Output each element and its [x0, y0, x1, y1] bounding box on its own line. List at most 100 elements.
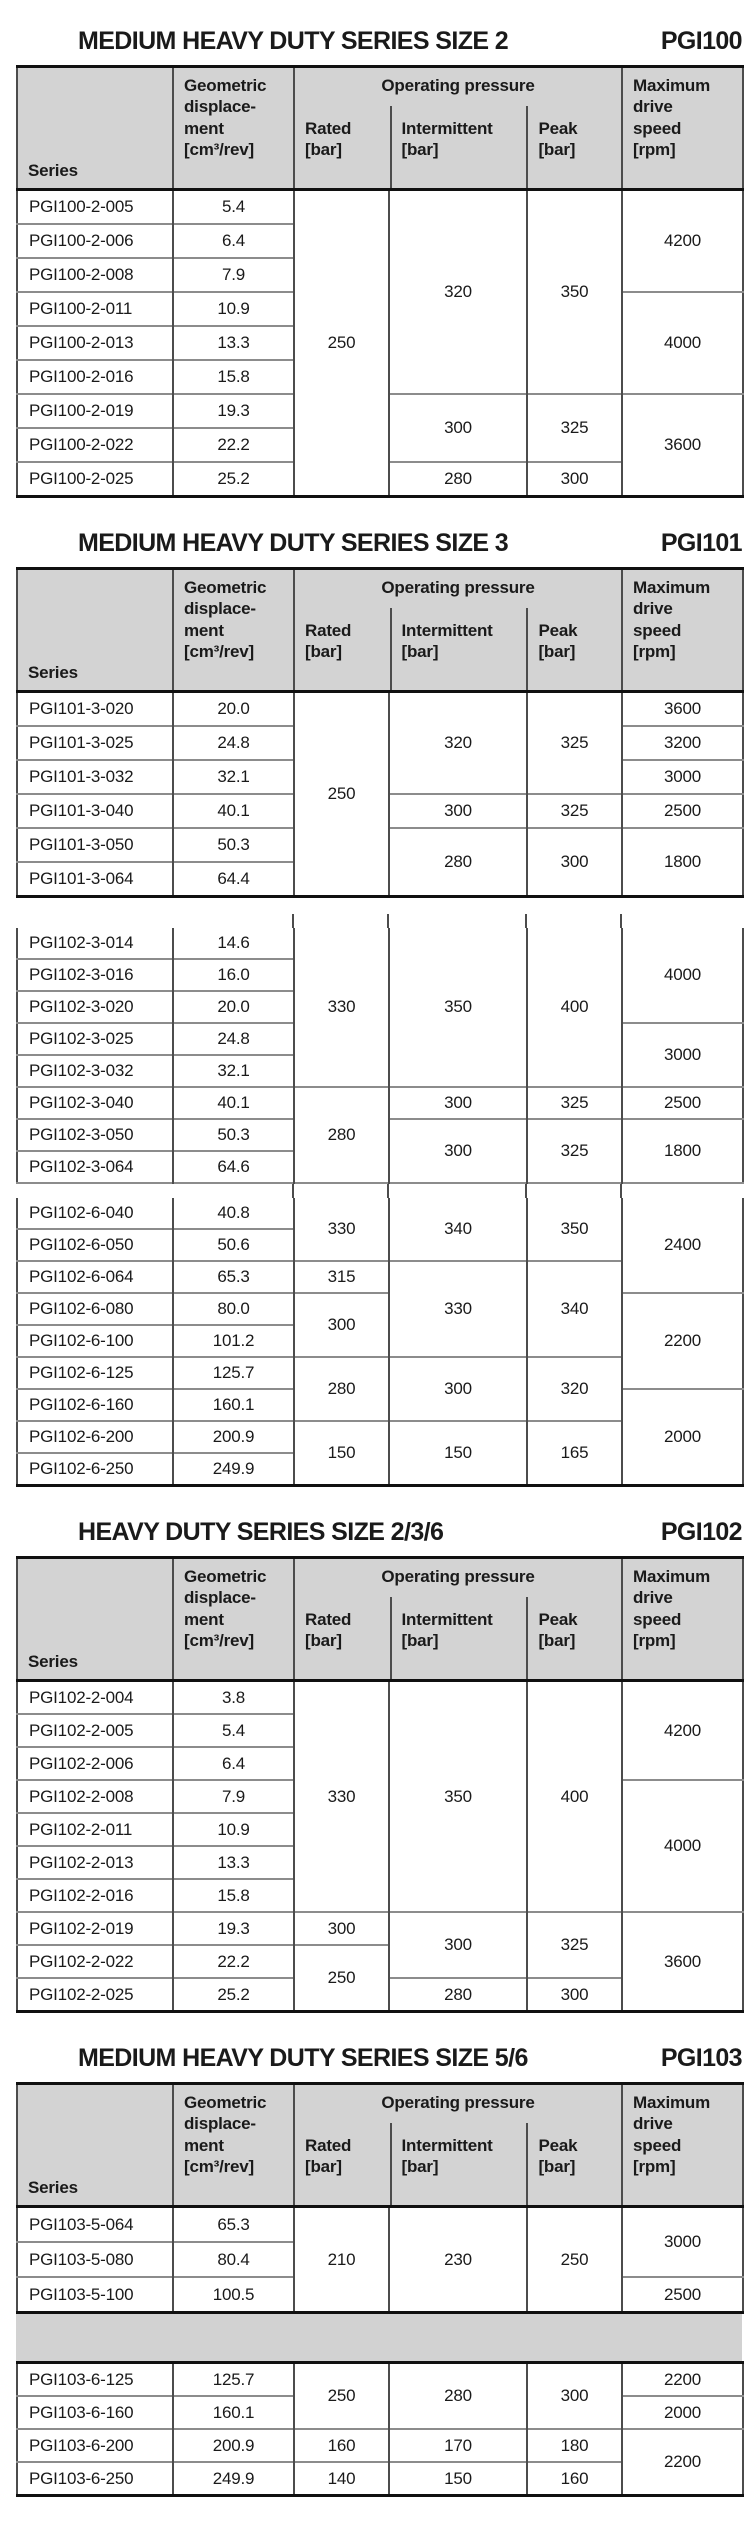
- table-row: PGI102-6-200 200.9 150 150 165: [17, 1420, 743, 1486]
- value-cell: 2200: [621, 1292, 743, 1389]
- section-title: MEDIUM HEAVY DUTY SERIES SIZE 3: [78, 529, 509, 557]
- table-row: PGI102-3-025 24.8 3000: [17, 1022, 743, 1087]
- table-row: PGI102-2-019 19.3 300 300 325 3600: [17, 1911, 743, 2012]
- gap-cell: [387, 914, 526, 928]
- operating-pressure-label: Operating pressure: [381, 578, 535, 597]
- value-cell: 320: [388, 189, 527, 394]
- series-cell: PGI102-2-016: [17, 1878, 173, 1912]
- series-code: PGI102: [660, 1518, 743, 1546]
- value-cell: 300: [526, 461, 622, 497]
- table-header-row: Series Geometric displace- ment [cm³/rev]…: [17, 1557, 743, 1682]
- spec-table-pgi101: Series Geometric displace- ment [cm³/rev]…: [16, 567, 744, 898]
- col-header-operating-pressure: Operating pressure Rated [bar] Intermitten…: [293, 568, 622, 693]
- value-cell: 100.5: [172, 2276, 294, 2313]
- value-cell: 325: [526, 1086, 622, 1119]
- table-header: Series Geometric displace- ment [cm³/rev]…: [17, 1557, 743, 1682]
- series-code: PGI103: [660, 2044, 743, 2072]
- series-cell: PGI103-6-125: [29, 2369, 134, 2389]
- series-cell: PGI100-2-016: [17, 359, 173, 394]
- series-cell: PGI103-5-064: [29, 2214, 134, 2234]
- series-cell: PGI100-2-008: [17, 257, 173, 292]
- table-row: PGI100-2-019 19.3 300 325 3600: [17, 393, 743, 497]
- value-cell: 300: [388, 393, 527, 462]
- series-header-label: Series: [28, 2177, 78, 2197]
- value-cell: 7.9: [172, 1779, 294, 1813]
- series-cell: PGI102-2-006: [17, 1746, 173, 1780]
- series-cell: PGI100-2-006: [17, 223, 173, 258]
- series-cell: PGI102-6-160: [17, 1388, 173, 1421]
- gap-cell: [525, 914, 621, 928]
- value-cell: 325: [526, 1118, 622, 1183]
- value-cell: 320: [388, 691, 527, 794]
- col-header-operating-pressure: Operating pressure Rated [bar] Intermitten…: [293, 1557, 622, 1682]
- value-cell: 13.3: [172, 1845, 294, 1879]
- table-header-row: Series Geometric displace- ment [cm³/rev]…: [17, 2083, 743, 2208]
- spec-table-pgi100: Series Geometric displace- ment [cm³/rev]…: [16, 65, 744, 498]
- table-row: PGI100-2-006 6.4: [17, 223, 743, 258]
- table-row: PGI101-3-032 32.1 3000: [17, 759, 743, 794]
- value-cell: 64.6: [172, 1150, 294, 1183]
- col-header-max-drive-speed: Maximum drive speed [rpm]: [621, 568, 743, 693]
- series-cell: PGI102-6-200: [17, 1420, 173, 1453]
- series-cell: PGI102-2-008: [17, 1779, 173, 1813]
- col-header-series: Series: [17, 568, 173, 693]
- table-row: PGI102-6-125 125.7 280 300 320: [17, 1356, 743, 1421]
- value-cell: 3600: [621, 393, 743, 497]
- series-cell: PGI102-6-040: [29, 1203, 134, 1222]
- value-cell: 2200: [621, 2428, 743, 2496]
- gap-cell: [525, 1184, 621, 1198]
- value-cell: 125.7: [172, 2362, 294, 2396]
- table-row: PGI100-2-016 15.8: [17, 359, 743, 394]
- value-cell: 350: [526, 189, 622, 394]
- table-body: PGI101-3-020 20.0 250 320 325 3600 PGI101-3-02…: [17, 691, 743, 897]
- table-row: PGI103-5-100 100.5 2500: [17, 2276, 743, 2313]
- value-cell: 20.0: [172, 990, 294, 1023]
- displacement-header-label: Geometric displace- ment [cm³/rev]: [184, 76, 267, 159]
- value-cell: 32.1: [172, 759, 294, 794]
- value-cell: 320: [526, 1356, 622, 1421]
- value-cell: 210: [293, 2206, 389, 2313]
- value-cell: 22.2: [172, 427, 294, 462]
- section-title: MEDIUM HEAVY DUTY SERIES SIZE 5/6: [78, 2044, 528, 2072]
- table-body: PGI100-2-005 5.4 250 320 350 4200 PGI100-2-006…: [17, 189, 743, 497]
- value-cell: 40.1: [172, 1086, 294, 1119]
- section-title-row: MEDIUM HEAVY DUTY SERIES SIZE 2 PGI100: [16, 28, 743, 54]
- table-row: PGI102-2-005 5.4: [17, 1713, 743, 1747]
- value-cell: 150: [293, 1420, 389, 1486]
- series-cell: PGI102-3-050: [17, 1118, 173, 1151]
- value-cell: 3600: [621, 1911, 743, 2012]
- table-row: PGI103-6-125 125.7 250 280 300 2200: [17, 2362, 743, 2429]
- value-cell: 249.9: [172, 1452, 294, 1486]
- gap-cell: [292, 1184, 388, 1198]
- value-cell: 10.9: [172, 1812, 294, 1846]
- series-cell: PGI101-3-064: [17, 861, 173, 897]
- table-body: PGI103-6-125 125.7 250 280 300 2200 PGI103-6-1…: [17, 2362, 743, 2496]
- table-row: PGI103-6-160 160.1 2000: [17, 2395, 743, 2429]
- series-cell: PGI102-2-004: [29, 1687, 134, 1707]
- value-cell: 14.6: [172, 928, 294, 959]
- value-cell: 15.8: [172, 1878, 294, 1912]
- value-cell: 350: [388, 1680, 527, 1912]
- displacement-header-label: Geometric displace- ment [cm³/rev]: [184, 1567, 267, 1650]
- spec-table-pgi102: Series Geometric displace- ment [cm³/rev]…: [16, 1556, 744, 2013]
- max-speed-header-label: Maximum drive speed [rpm]: [633, 578, 711, 661]
- table-row: PGI102-3-014 14.6 330 350 400 4000: [17, 928, 743, 1087]
- value-cell: 300: [388, 1356, 527, 1421]
- col-header-operating-pressure: Operating pressure Rated [bar] Intermitten…: [293, 2083, 622, 2208]
- value-cell: 3000: [621, 1022, 743, 1087]
- series-cell: PGI103-6-160: [17, 2395, 173, 2429]
- col-header-peak: Peak [bar]: [526, 608, 621, 690]
- value-cell: 1800: [621, 827, 743, 897]
- value-cell: 180: [526, 2428, 622, 2462]
- col-header-operating-pressure: Operating pressure Rated [bar] Intermitten…: [293, 66, 622, 191]
- table-row: PGI100-2-025 25.2 280 300: [17, 461, 743, 497]
- value-cell: 65.3: [172, 1260, 294, 1293]
- value-cell: 5.4: [172, 1713, 294, 1747]
- col-header-displacement: Geometric displace- ment [cm³/rev]: [172, 66, 294, 191]
- value-cell: 400: [526, 928, 622, 1087]
- table-row: PGI102-6-080 80.0 300 2200: [17, 1292, 743, 1389]
- col-header-series: Series: [17, 2083, 173, 2208]
- value-cell: 24.8: [172, 725, 294, 760]
